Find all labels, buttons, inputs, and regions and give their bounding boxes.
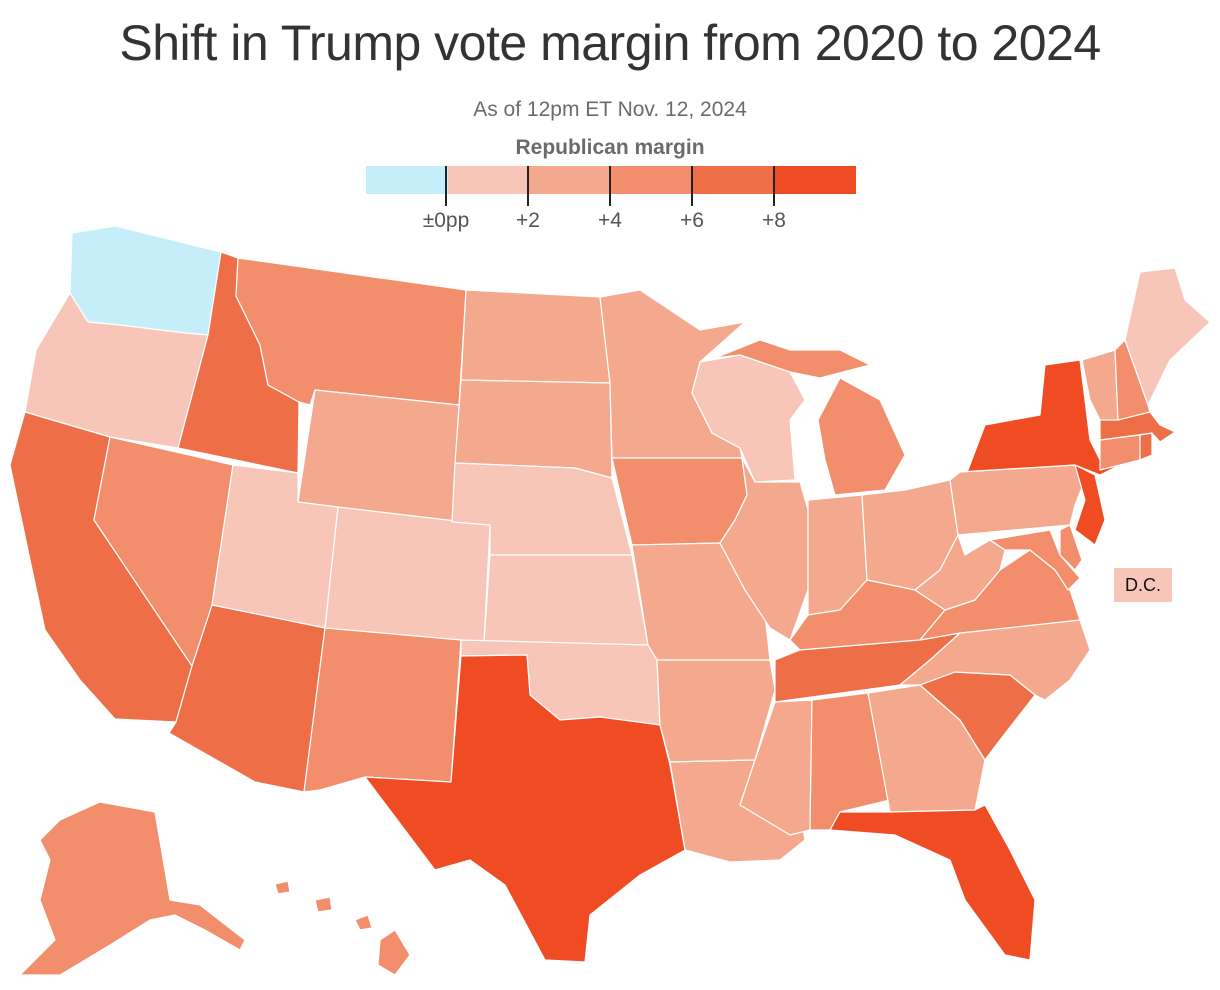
state-michigan[interactable]: [817, 377, 906, 496]
state-delaware[interactable]: [1059, 524, 1083, 571]
legend-bin-2: [529, 166, 612, 194]
legend-tick-0: [445, 166, 447, 206]
state-new-hampshire[interactable]: [1114, 339, 1151, 421]
state-texas[interactable]: [364, 654, 686, 963]
state-north-dakota[interactable]: [460, 289, 611, 384]
state-north-carolina[interactable]: [899, 619, 1091, 701]
legend-title: Republican margin: [515, 136, 705, 159]
chart-subtitle: As of 12pm ET Nov. 12, 2024: [473, 98, 747, 121]
state-arkansas[interactable]: [656, 659, 776, 763]
state-pennsylvania[interactable]: [949, 464, 1086, 536]
state-hawaii-oahu[interactable]: [314, 896, 333, 913]
legend-tick-label-4: +4: [598, 209, 622, 232]
legend-bin-1: [447, 166, 530, 194]
legend-tick-4: [609, 166, 611, 206]
state-new-mexico[interactable]: [303, 627, 462, 793]
legend-tick-8: [773, 166, 775, 206]
legend-tick-label-8: +8: [762, 209, 786, 232]
legend-bin-5: [774, 166, 857, 194]
state-hawaii-kauai[interactable]: [274, 880, 291, 895]
legend-tick-6: [691, 166, 693, 206]
state-wyoming[interactable]: [297, 389, 460, 523]
state-new-york[interactable]: [959, 359, 1131, 476]
state-alaska[interactable]: [19, 801, 246, 976]
legend-tick-2: [527, 166, 529, 206]
state-colorado[interactable]: [324, 506, 491, 644]
state-hawaii-big-island[interactable]: [377, 929, 411, 976]
state-rhode-island[interactable]: [1139, 432, 1153, 461]
state-new-jersey[interactable]: [1074, 464, 1106, 546]
legend-tick-label-0: ±0pp: [422, 209, 470, 232]
dc-label[interactable]: D.C.: [1114, 568, 1172, 602]
state-maryland[interactable]: [989, 529, 1081, 591]
state-vermont[interactable]: [1081, 349, 1119, 421]
legend-tick-label-6: +6: [680, 209, 704, 232]
state-south-dakota[interactable]: [454, 379, 613, 479]
legend-tick-label-2: +2: [516, 209, 540, 232]
state-maine[interactable]: [1124, 267, 1211, 406]
legend-bin-3: [611, 166, 693, 194]
state-hawaii-maui[interactable]: [354, 914, 373, 931]
state-connecticut[interactable]: [1099, 434, 1141, 471]
legend-bin-4: [692, 166, 775, 194]
state-illinois[interactable]: [719, 457, 809, 641]
legend-color-bar: [366, 166, 857, 194]
state-kansas[interactable]: [483, 554, 649, 646]
legend-bin-0: [366, 166, 448, 194]
chart-title: Shift in Trump vote margin from 2020 to …: [119, 15, 1101, 71]
state-montana[interactable]: [235, 257, 467, 406]
state-washington[interactable]: [69, 225, 222, 336]
state-florida[interactable]: [829, 804, 1036, 961]
state-michigan-upper[interactable]: [714, 339, 871, 379]
